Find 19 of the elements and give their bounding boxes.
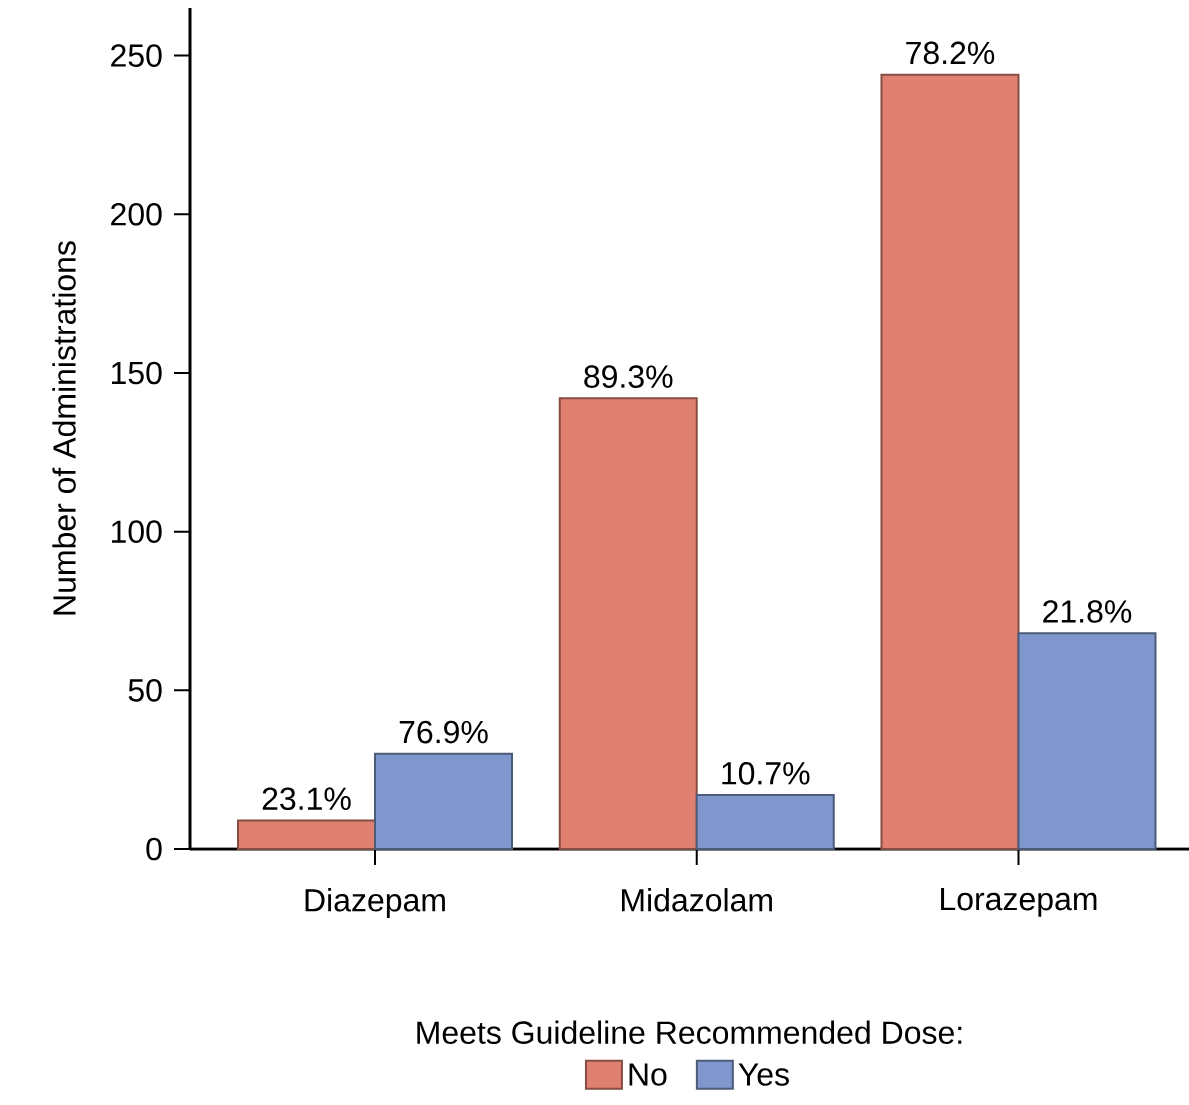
y-tick-label: 50: [128, 679, 162, 702]
annotation: 10.7%: [722, 762, 810, 785]
y-tick-label: 250: [111, 44, 162, 67]
legend-label: Yes: [738, 1063, 789, 1086]
y-axis-title: Number of Administrations: [52, 241, 76, 615]
annotation: 76.9%: [399, 720, 488, 744]
y-tick-label: 0: [146, 837, 162, 861]
annotation: 21.8%: [1043, 600, 1132, 623]
legend-title: Meets Guideline Recommended Dose:: [417, 1020, 962, 1044]
annotation: 23.1%: [262, 787, 351, 811]
y-tick-label: 100: [111, 520, 162, 543]
x-tick-label: Lorazepam: [941, 888, 1097, 917]
x-tick-label: Diazepam: [305, 888, 445, 918]
y-tick-label: 200: [111, 202, 162, 226]
annotation: 78.2%: [906, 41, 995, 65]
y-tick-label: 150: [111, 361, 162, 385]
x-tick-label: Midazolam: [622, 888, 772, 912]
annotation: 89.3%: [584, 365, 673, 388]
legend-label: No: [629, 1063, 667, 1086]
